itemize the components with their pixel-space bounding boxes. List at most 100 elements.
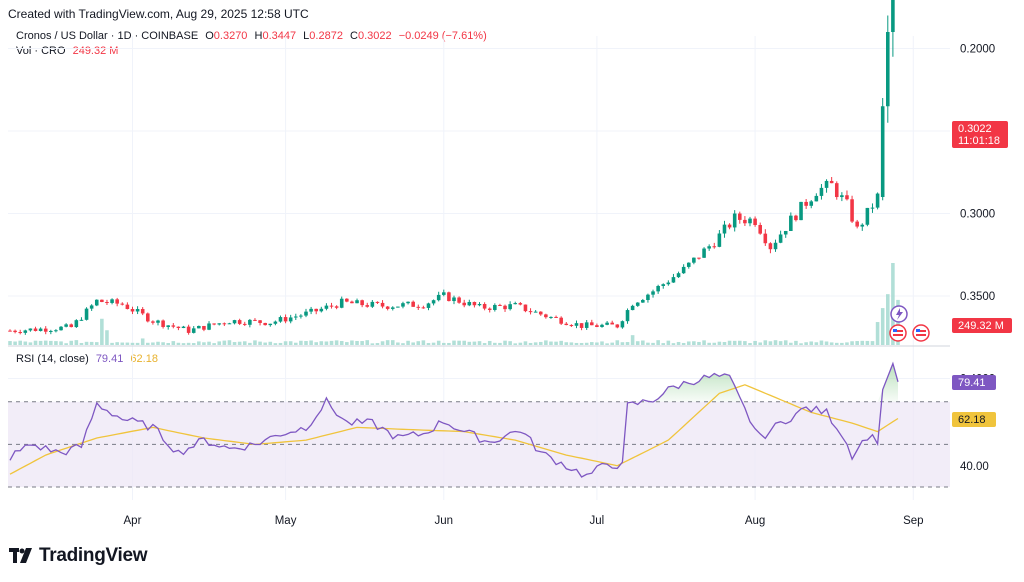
volume-bar — [574, 342, 579, 345]
volume-bar — [156, 341, 160, 345]
tradingview-logo[interactable]: TradingView — [9, 545, 148, 567]
volume-bar — [345, 342, 349, 345]
volume-bar — [508, 341, 512, 345]
tradingview-logo-icon — [9, 548, 32, 563]
candle-body — [559, 317, 563, 324]
candle-body — [227, 323, 232, 325]
candle-body — [707, 246, 711, 249]
candle-body — [212, 323, 216, 325]
candle-body — [610, 322, 614, 325]
low-label: L — [303, 30, 310, 42]
candle-body — [258, 320, 262, 323]
candle-body — [151, 321, 155, 323]
price-tick-label: 0.3000 — [960, 209, 995, 221]
candle-body — [625, 310, 630, 322]
volume-bar — [722, 342, 727, 345]
candle-body — [166, 325, 170, 327]
volume-bar — [891, 263, 895, 345]
volume-bar — [590, 342, 594, 345]
us-flag-icon[interactable] — [889, 324, 907, 342]
volume-bar — [452, 340, 456, 345]
candle-body — [54, 330, 58, 332]
candle-body — [28, 328, 33, 331]
volume-bar — [54, 341, 58, 345]
volume-bar — [105, 330, 109, 345]
price-tick-label: 0.2000 — [960, 44, 995, 56]
volume-bar — [242, 341, 247, 345]
candle-body — [181, 326, 186, 329]
volume-bar — [753, 340, 757, 345]
candle-body — [549, 316, 553, 318]
candle-body — [314, 308, 318, 312]
candle-body — [768, 243, 773, 250]
volume-bar — [431, 342, 436, 345]
candle-body — [232, 320, 237, 324]
candle-body — [79, 319, 84, 321]
volume-bar — [125, 342, 130, 345]
candle-body — [462, 302, 466, 306]
volume-bar — [191, 343, 196, 345]
candle-body — [278, 317, 283, 322]
candle-body — [268, 323, 273, 326]
candle-body — [33, 328, 38, 332]
volume-bar — [365, 340, 370, 345]
flag-stripe-icon — [916, 330, 926, 332]
volume-bar — [197, 341, 201, 345]
candle-body — [345, 298, 349, 302]
candle-body — [237, 320, 242, 324]
volume-bar — [615, 340, 620, 345]
candle-body — [89, 305, 94, 309]
candle-body — [442, 292, 446, 295]
volume-bar — [288, 341, 293, 345]
volume-bar — [523, 341, 528, 345]
symbol-title: Cronos / US Dollar · 1D · COINBASE — [16, 30, 199, 42]
candle-body — [641, 300, 645, 303]
volume-bar — [329, 340, 334, 345]
candle-body — [426, 303, 431, 308]
candle-body — [783, 230, 788, 235]
volume-bar — [212, 343, 216, 345]
brand-name: TradingView — [39, 545, 148, 566]
volume-bar — [482, 343, 487, 345]
candle-body — [528, 311, 533, 313]
price-chart[interactable]: 40.00 0.40000.35000.30000.25000.20000.15… — [0, 0, 1024, 540]
candle-body — [727, 224, 732, 228]
volume-bar — [28, 342, 33, 345]
time-tick-label: Jun — [435, 515, 454, 527]
volume-bar — [447, 342, 451, 345]
volume-bar — [207, 341, 211, 345]
candle-body — [59, 326, 63, 331]
candle-body — [630, 305, 635, 311]
candle-body — [416, 306, 421, 308]
rsi-tick-label: 40.00 — [960, 461, 989, 473]
volume-bar — [886, 294, 890, 345]
volume-bar — [268, 341, 273, 345]
volume-bar — [457, 340, 461, 345]
candle-body — [334, 306, 339, 308]
flag-stripe-icon — [893, 334, 903, 336]
candle-body — [738, 213, 742, 220]
volume-bar — [824, 341, 829, 345]
candle-body — [350, 301, 354, 304]
candle-body — [763, 233, 768, 244]
volume-bar — [314, 342, 318, 345]
candle-body — [809, 201, 814, 206]
event-icons[interactable] — [889, 305, 930, 342]
volume-bar — [748, 343, 752, 345]
candle-body — [681, 266, 686, 274]
lightning-glyph-icon — [896, 308, 903, 320]
us-flag-icon[interactable] — [912, 324, 930, 342]
volume-bar — [278, 342, 283, 345]
candle-body — [457, 297, 461, 303]
volume-bar — [462, 340, 466, 345]
volume-bar — [600, 341, 604, 345]
volume-bar — [64, 343, 68, 345]
candle-body — [717, 233, 722, 247]
volume-bar — [411, 342, 415, 345]
candle-body — [891, 0, 895, 32]
volume-bar — [503, 340, 507, 345]
candle-body — [49, 330, 53, 332]
volume-bar — [712, 342, 717, 345]
volume-bar — [375, 343, 380, 345]
candle-body — [513, 303, 518, 305]
